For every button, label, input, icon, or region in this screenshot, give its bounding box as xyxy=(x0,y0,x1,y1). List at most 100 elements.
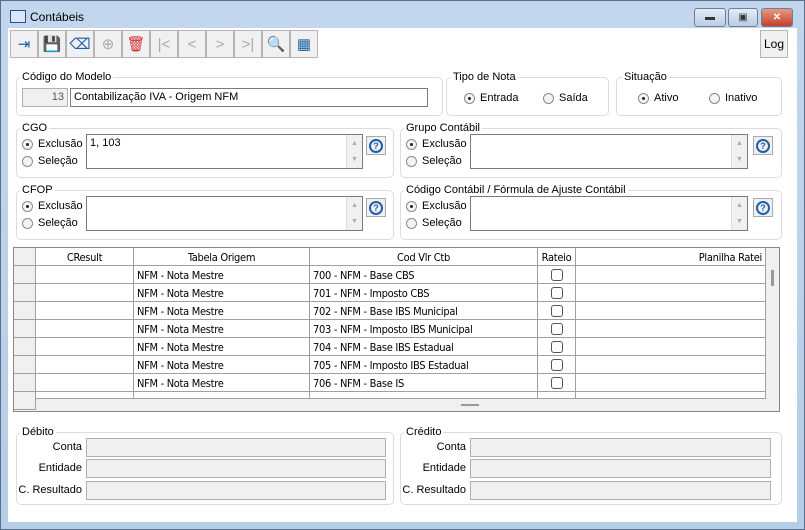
rateio-checkbox-cell[interactable] xyxy=(538,302,576,320)
debito-field-input[interactable] xyxy=(86,459,386,478)
grid-cell[interactable] xyxy=(576,392,766,399)
codcont-radio-selecao[interactable]: Seleção xyxy=(406,217,462,229)
grid-cell-tabela[interactable]: NFM - Nota Mestre xyxy=(134,374,310,392)
grid-cell-cresult[interactable] xyxy=(36,356,134,374)
rateio-checkbox-cell[interactable] xyxy=(538,374,576,392)
clear-button[interactable]: ⌫ xyxy=(66,30,94,58)
scroll-up-icon[interactable]: ▲ xyxy=(731,135,747,152)
column-header[interactable]: Rateio xyxy=(538,248,576,266)
minimize-button[interactable]: ▬ xyxy=(694,8,726,27)
grid-button[interactable]: ▦ xyxy=(290,30,318,58)
rateio-checkbox-cell[interactable] xyxy=(538,356,576,374)
grid-cell-cod[interactable]: 703 - NFM - Imposto IBS Municipal xyxy=(310,320,538,338)
radio-ativo[interactable]: Ativo xyxy=(638,92,678,104)
next-button[interactable]: > xyxy=(206,30,234,58)
row-header[interactable] xyxy=(14,284,36,302)
debito-field-input[interactable] xyxy=(86,481,386,500)
data-grid[interactable]: CResult Tabela Origem Cod Vlr Ctb Rateio Pla… xyxy=(13,247,780,412)
grid-cell-planilha[interactable] xyxy=(576,374,766,392)
grid-cell-cresult[interactable] xyxy=(36,374,134,392)
cgo-radio-selecao[interactable]: Seleção xyxy=(22,155,78,167)
credito-field-input[interactable] xyxy=(470,459,771,478)
grid-cell-tabela[interactable]: NFM - Nota Mestre xyxy=(134,302,310,320)
column-header[interactable]: CResult xyxy=(36,248,134,266)
grupo-help-button[interactable]: ? xyxy=(753,136,773,155)
grid-cell-planilha[interactable] xyxy=(576,338,766,356)
save-button[interactable]: 💾 xyxy=(38,30,66,58)
grid-cell-cod[interactable]: 701 - NFM - Imposto CBS xyxy=(310,284,538,302)
column-header[interactable]: Planilha Ratei xyxy=(576,248,766,266)
radio-inativo[interactable]: Inativo xyxy=(709,92,757,104)
rateio-checkbox-cell[interactable] xyxy=(538,320,576,338)
column-header[interactable]: Cod Vlr Ctb xyxy=(310,248,538,266)
row-header[interactable] xyxy=(14,266,36,284)
credito-field-input[interactable] xyxy=(470,481,771,500)
grid-cell-cod[interactable]: 706 - NFM - Base IS xyxy=(310,374,538,392)
grid-cell-tabela[interactable]: NFM - Nota Mestre xyxy=(134,320,310,338)
grid-cell[interactable] xyxy=(538,392,576,399)
rateio-checkbox-cell[interactable] xyxy=(538,338,576,356)
grid-cell-cresult[interactable] xyxy=(36,302,134,320)
rateio-checkbox[interactable] xyxy=(550,305,563,317)
cfop-memo-field[interactable]: ▲ ▼ xyxy=(86,196,363,231)
scroll-down-icon[interactable]: ▼ xyxy=(731,213,747,230)
debito-field-input[interactable] xyxy=(86,438,386,457)
restore-button[interactable]: ▣ xyxy=(728,8,758,27)
cgo-memo-field[interactable]: 1, 103 ▲ ▼ xyxy=(86,134,363,169)
vertical-scrollbar-thumb[interactable] xyxy=(771,270,774,286)
grupo-radio-exclusao[interactable]: Exclusão xyxy=(406,138,467,150)
radio-saida[interactable]: Saída xyxy=(543,92,588,104)
grupo-radio-selecao[interactable]: Seleção xyxy=(406,155,462,167)
search-button[interactable]: 🔍 xyxy=(262,30,290,58)
grupo-memo-field[interactable]: ▲ ▼ xyxy=(470,134,748,169)
add-button[interactable]: ⊕ xyxy=(94,30,122,58)
grid-cell-planilha[interactable] xyxy=(576,302,766,320)
grid-cell-cod[interactable]: 702 - NFM - Base IBS Municipal xyxy=(310,302,538,320)
rateio-checkbox-cell[interactable] xyxy=(538,266,576,284)
credito-field-input[interactable] xyxy=(470,438,771,457)
codcont-help-button[interactable]: ? xyxy=(753,198,773,217)
modelo-code-field[interactable]: 13 xyxy=(22,88,68,107)
last-button[interactable]: >| xyxy=(234,30,262,58)
scroll-down-icon[interactable]: ▼ xyxy=(346,213,362,230)
rateio-checkbox[interactable] xyxy=(550,323,563,335)
grid-cell-tabela[interactable]: NFM - Nota Mestre xyxy=(134,266,310,284)
grid-cell[interactable] xyxy=(134,392,310,399)
grid-cell-cresult[interactable] xyxy=(36,266,134,284)
grid-cell[interactable] xyxy=(310,392,538,399)
row-header[interactable] xyxy=(14,338,36,356)
first-button[interactable]: |< xyxy=(150,30,178,58)
cfop-radio-selecao[interactable]: Seleção xyxy=(22,217,78,229)
rateio-checkbox-cell[interactable] xyxy=(538,284,576,302)
grid-cell[interactable] xyxy=(36,392,134,399)
grid-cell-cresult[interactable] xyxy=(36,338,134,356)
scroll-down-icon[interactable]: ▼ xyxy=(731,151,747,168)
cgo-radio-exclusao[interactable]: Exclusão xyxy=(22,138,83,150)
cgo-help-button[interactable]: ? xyxy=(366,136,386,155)
splitter-handle[interactable] xyxy=(461,404,479,406)
row-header[interactable] xyxy=(14,374,36,392)
rateio-checkbox[interactable] xyxy=(550,359,563,371)
row-header[interactable] xyxy=(14,302,36,320)
grid-cell-tabela[interactable]: NFM - Nota Mestre xyxy=(134,338,310,356)
grid-cell-tabela[interactable]: NFM - Nota Mestre xyxy=(134,284,310,302)
row-header[interactable] xyxy=(14,356,36,374)
grid-cell-cod[interactable]: 705 - NFM - Imposto IBS Estadual xyxy=(310,356,538,374)
radio-entrada[interactable]: Entrada xyxy=(464,92,519,104)
scroll-up-icon[interactable]: ▲ xyxy=(346,197,362,214)
rateio-checkbox[interactable] xyxy=(550,377,563,389)
close-button[interactable]: ✕ xyxy=(761,8,793,27)
row-header[interactable] xyxy=(14,320,36,338)
grid-cell-cod[interactable]: 700 - NFM - Base CBS xyxy=(310,266,538,284)
scroll-up-icon[interactable]: ▲ xyxy=(731,197,747,214)
rateio-checkbox[interactable] xyxy=(550,341,563,353)
scroll-up-icon[interactable]: ▲ xyxy=(346,135,362,152)
rateio-checkbox[interactable] xyxy=(550,269,563,281)
rateio-checkbox[interactable] xyxy=(550,287,563,299)
grid-cell-cod[interactable]: 704 - NFM - Base IBS Estadual xyxy=(310,338,538,356)
grid-cell-tabela[interactable]: NFM - Nota Mestre xyxy=(134,356,310,374)
codcont-radio-exclusao[interactable]: Exclusão xyxy=(406,200,467,212)
previous-button[interactable]: < xyxy=(178,30,206,58)
grid-cell-cresult[interactable] xyxy=(36,320,134,338)
grid-cell-planilha[interactable] xyxy=(576,356,766,374)
